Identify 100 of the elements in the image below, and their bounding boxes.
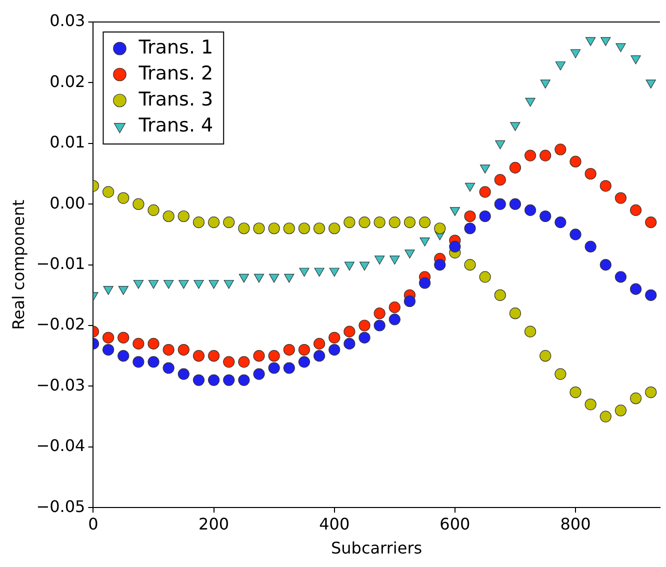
point xyxy=(464,259,476,271)
point xyxy=(238,356,250,368)
point xyxy=(224,280,234,289)
point xyxy=(614,192,627,204)
point xyxy=(269,274,280,283)
point xyxy=(118,192,130,204)
point xyxy=(208,280,219,289)
point xyxy=(374,308,386,320)
point xyxy=(298,222,310,234)
point xyxy=(102,332,114,344)
y-tick-label: 0.01 xyxy=(50,132,86,152)
point xyxy=(132,338,144,350)
point xyxy=(616,43,626,52)
point xyxy=(630,392,642,404)
point xyxy=(298,356,310,368)
legend-label: Trans. 4 xyxy=(138,114,214,136)
point xyxy=(434,259,446,271)
point xyxy=(540,210,552,222)
y-axis-title: Real component xyxy=(8,200,28,330)
point xyxy=(509,198,522,210)
point xyxy=(283,344,295,356)
point xyxy=(284,274,294,283)
point xyxy=(253,350,265,362)
point xyxy=(645,289,657,301)
point xyxy=(313,338,326,350)
point xyxy=(238,374,250,386)
point xyxy=(359,262,370,271)
x-axis-title: Subcarriers xyxy=(330,538,422,558)
point xyxy=(162,210,174,222)
point xyxy=(570,228,582,240)
point xyxy=(524,150,536,162)
point xyxy=(358,332,370,344)
point xyxy=(208,350,220,362)
x-tick-label: 400 xyxy=(319,514,350,534)
point xyxy=(192,216,205,228)
point xyxy=(118,350,130,362)
point xyxy=(645,386,657,398)
point xyxy=(494,174,506,186)
point xyxy=(314,268,324,277)
point xyxy=(494,289,506,301)
point xyxy=(358,320,370,332)
y-tick-label: 0.03 xyxy=(50,11,86,30)
point xyxy=(313,222,326,234)
point xyxy=(540,80,550,88)
point xyxy=(374,320,386,332)
point xyxy=(495,140,506,150)
point xyxy=(600,37,611,46)
point xyxy=(388,216,400,228)
point xyxy=(344,262,354,271)
point xyxy=(374,256,385,265)
point xyxy=(525,98,536,107)
point xyxy=(600,180,612,192)
point xyxy=(178,344,190,356)
legend-label: Trans. 2 xyxy=(138,62,214,84)
point xyxy=(223,216,235,228)
point xyxy=(614,271,627,283)
point xyxy=(283,222,295,234)
point xyxy=(584,168,596,180)
point xyxy=(268,362,280,374)
point xyxy=(390,256,400,265)
point xyxy=(600,410,612,422)
y-tick-label: −0.01 xyxy=(36,254,86,273)
y-tick-label: −0.05 xyxy=(36,496,86,516)
point xyxy=(388,301,400,314)
point xyxy=(479,271,491,283)
point xyxy=(223,356,235,368)
y-tick-label: 0.02 xyxy=(50,72,86,91)
point xyxy=(510,122,520,131)
point xyxy=(358,216,370,228)
point xyxy=(238,274,250,283)
point xyxy=(148,204,160,216)
point xyxy=(132,198,144,210)
x-tick-label: 600 xyxy=(440,514,470,534)
y-tick-label: −0.04 xyxy=(36,436,86,456)
point xyxy=(192,374,205,386)
point xyxy=(328,222,340,234)
point xyxy=(509,308,522,320)
point xyxy=(254,274,264,283)
point xyxy=(208,374,220,386)
point xyxy=(344,338,356,350)
point xyxy=(329,268,340,277)
point xyxy=(630,283,642,295)
point xyxy=(192,350,205,362)
point xyxy=(420,237,430,246)
point xyxy=(313,350,326,362)
point xyxy=(404,295,416,308)
point xyxy=(162,344,174,356)
point xyxy=(554,144,566,156)
point xyxy=(148,356,160,368)
point xyxy=(555,61,566,70)
point xyxy=(494,198,506,210)
point xyxy=(584,398,596,410)
point xyxy=(418,216,431,228)
point xyxy=(464,210,476,222)
point xyxy=(404,216,416,228)
point xyxy=(570,49,581,58)
point xyxy=(118,286,128,295)
point xyxy=(178,210,190,222)
y-tick-label: −0.02 xyxy=(36,314,86,334)
point xyxy=(480,164,490,174)
